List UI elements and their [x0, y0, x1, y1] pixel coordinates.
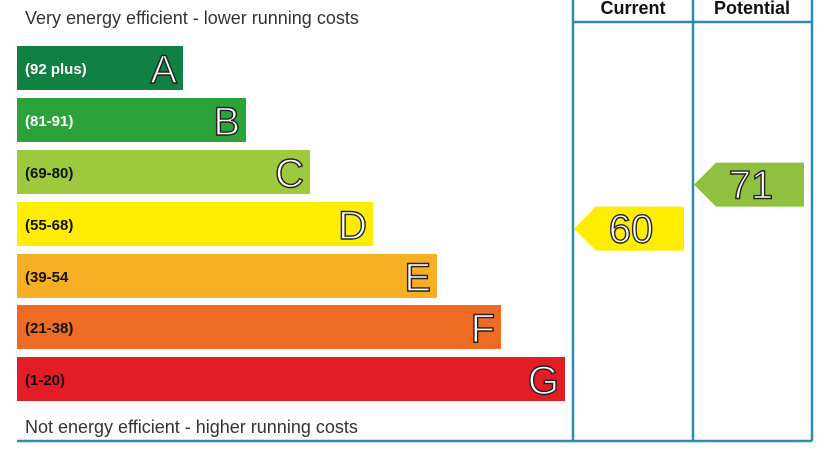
band-bar	[17, 98, 246, 142]
potential-header: Potential	[714, 0, 790, 18]
band-letter: D	[338, 204, 367, 248]
band-range: (92 plus)	[25, 61, 87, 78]
current-rating-arrow: 60	[574, 206, 684, 252]
band-bar	[17, 357, 565, 401]
band-letter: A	[150, 48, 177, 92]
band-g: (1-20) G	[17, 357, 565, 404]
current-header: Current	[600, 0, 665, 18]
potential-rating-arrow: 71	[694, 162, 804, 208]
band-a: (92 plus) A	[17, 46, 183, 93]
band-b: (81-91) B	[17, 98, 246, 145]
band-bar	[17, 46, 183, 90]
potential-arrow-shape	[694, 162, 804, 207]
band-range: (39-54	[25, 269, 69, 286]
band-range: (21-38)	[25, 320, 73, 337]
band-e: (39-54 E	[17, 254, 437, 301]
band-bar	[17, 305, 501, 349]
bottom-note: Not energy efficient - higher running co…	[25, 417, 358, 437]
band-range: (1-20)	[25, 372, 65, 389]
band-d: (55-68) D	[17, 202, 373, 249]
band-bar	[17, 254, 437, 298]
current-score: 60	[609, 208, 654, 252]
potential-score: 71	[729, 164, 774, 208]
top-note: Very energy efficient - lower running co…	[25, 8, 359, 28]
band-range: (55-68)	[25, 217, 73, 234]
band-f: (21-38) F	[17, 305, 501, 352]
band-bar	[17, 150, 310, 194]
band-letter: F	[471, 307, 495, 351]
band-range: (69-80)	[25, 165, 73, 182]
current-arrow-shape	[574, 206, 684, 251]
band-bar	[17, 202, 373, 246]
band-letter: E	[404, 256, 431, 300]
band-range: (81-91)	[25, 113, 73, 130]
band-c: (69-80) C	[17, 150, 310, 197]
band-letter: G	[528, 359, 559, 403]
band-letter: C	[275, 152, 304, 196]
band-letter: B	[213, 100, 240, 144]
